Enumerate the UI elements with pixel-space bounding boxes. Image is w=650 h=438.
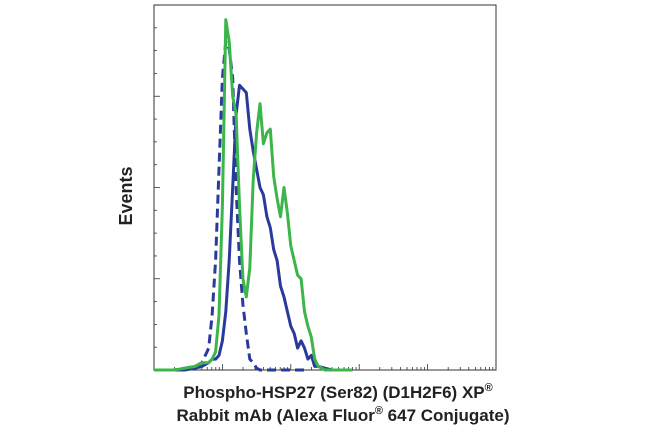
plot-border (153, 4, 497, 371)
x-axis-label-line1-registered: ® (485, 382, 493, 394)
x-axis-label-line1-text: Phospho-HSP27 (Ser82) (D1H2F6) XP (183, 383, 484, 402)
x-axis-label-line2-registered: ® (375, 405, 383, 417)
series-line-3 (154, 18, 353, 372)
x-axis-label-line1: Phospho-HSP27 (Ser82) (D1H2F6) XP® (183, 382, 492, 402)
x-axis-label-line2: Rabbit mAb (Alexa Fluor® 647 Conjugate) (176, 405, 509, 425)
x-axis-label-line2-part-b: 647 Conjugate) (383, 406, 510, 425)
plot-frame (153, 4, 497, 371)
y-axis-label: Events (116, 166, 136, 225)
series-layer (154, 18, 353, 372)
x-axis-label-line2-part-a: Rabbit mAb (Alexa Fluor (176, 406, 375, 425)
series-line-1 (154, 83, 353, 372)
